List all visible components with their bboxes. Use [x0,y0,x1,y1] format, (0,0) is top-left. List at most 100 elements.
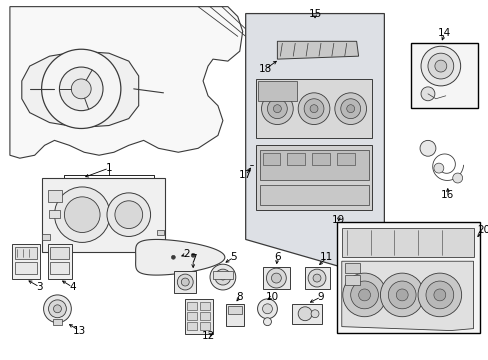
Circle shape [307,269,325,287]
Circle shape [266,268,285,288]
Text: 15: 15 [308,9,321,19]
Circle shape [171,255,175,259]
Bar [344,263,359,273]
Bar [187,312,197,320]
Circle shape [107,193,150,237]
Circle shape [48,300,66,318]
Bar [213,271,232,279]
Text: 7: 7 [189,254,196,264]
Bar [410,43,477,108]
Text: 2: 2 [183,249,189,259]
Bar [225,304,243,326]
Text: 13: 13 [73,325,86,336]
Circle shape [304,99,323,118]
Text: 18: 18 [258,64,271,74]
Text: 4: 4 [69,282,76,292]
Text: 10: 10 [265,292,279,302]
Circle shape [261,93,293,125]
Circle shape [395,289,407,301]
Circle shape [43,295,71,323]
Text: 6: 6 [273,252,280,262]
Circle shape [263,318,271,326]
Bar [41,178,165,252]
Circle shape [262,304,272,314]
Bar [344,275,359,285]
Bar [262,267,290,289]
Circle shape [267,99,287,118]
Polygon shape [245,14,384,269]
Circle shape [420,87,434,101]
Bar [305,267,329,289]
Circle shape [342,273,386,317]
Circle shape [181,278,189,286]
Bar [200,322,209,330]
Bar [15,247,37,259]
Bar [174,271,196,293]
Bar [336,153,354,165]
Bar [187,322,197,330]
Text: 1: 1 [105,163,112,173]
Circle shape [387,281,415,309]
Circle shape [191,253,195,257]
Bar [49,262,69,274]
Circle shape [427,53,453,79]
Text: 9: 9 [317,292,324,302]
Bar [255,145,372,210]
Bar [262,153,280,165]
Polygon shape [22,51,139,127]
Circle shape [350,281,378,309]
Bar [311,153,329,165]
Text: 16: 16 [440,190,453,200]
Circle shape [417,273,461,317]
Circle shape [64,197,100,233]
Bar [187,302,197,310]
Circle shape [309,105,317,113]
Circle shape [346,105,354,113]
Bar [47,190,62,202]
Bar [41,234,49,240]
Bar [15,262,37,274]
Circle shape [53,305,61,313]
Circle shape [312,274,320,282]
Bar [227,306,241,314]
Circle shape [257,299,277,319]
Polygon shape [10,6,242,158]
Bar [292,304,321,324]
Circle shape [380,273,423,317]
Bar [48,210,61,218]
Circle shape [41,49,121,129]
Text: 17: 17 [239,170,252,180]
Bar [52,319,62,325]
Circle shape [115,201,142,229]
Bar [287,153,305,165]
Text: 5: 5 [230,252,237,262]
Bar [259,150,368,180]
Text: 12: 12 [201,330,214,341]
Bar [156,230,164,235]
Circle shape [209,264,235,290]
Bar [259,185,368,205]
Text: 20: 20 [476,225,488,234]
Circle shape [54,187,110,242]
Text: 8: 8 [236,292,243,302]
Circle shape [433,289,445,301]
Bar [47,244,72,279]
Circle shape [340,99,360,118]
Circle shape [434,60,446,72]
Circle shape [419,140,435,156]
Circle shape [177,274,193,290]
Circle shape [433,163,443,173]
Text: 14: 14 [437,28,450,39]
Circle shape [271,273,281,283]
Polygon shape [277,41,358,59]
Polygon shape [135,239,224,275]
Circle shape [334,93,366,125]
Bar [185,299,213,334]
Circle shape [273,105,281,113]
Text: 3: 3 [36,282,43,292]
Bar [255,79,372,138]
Circle shape [425,281,453,309]
Circle shape [71,79,91,99]
Circle shape [310,310,318,318]
Bar [12,244,40,279]
